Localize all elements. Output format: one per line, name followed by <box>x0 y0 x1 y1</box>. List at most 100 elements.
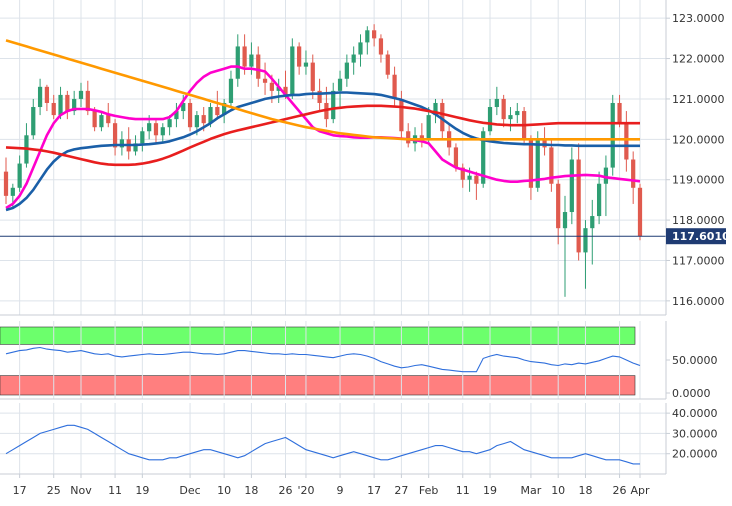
candle-body <box>58 94 63 116</box>
candle <box>392 66 397 108</box>
rsi-y-axis: 0.0000 50.0000 <box>666 354 718 400</box>
candle-body <box>515 111 520 116</box>
candle-body <box>106 115 111 124</box>
candle-body <box>262 78 268 83</box>
candle-body <box>215 107 220 116</box>
candle-body <box>487 107 493 132</box>
main-y-tick-label: 120.0000 <box>672 133 725 146</box>
candle-body <box>596 183 602 217</box>
candle <box>378 34 384 63</box>
candle <box>167 115 172 136</box>
candle <box>351 46 356 75</box>
candle-body <box>372 30 377 39</box>
candle <box>549 139 554 192</box>
candle <box>535 131 540 192</box>
x-tick-label: 26 <box>279 484 293 497</box>
candle-body <box>72 98 77 112</box>
candle-body <box>256 54 261 79</box>
candle-body <box>426 115 431 140</box>
candle-body <box>556 183 561 229</box>
moving-average-line <box>5 65 641 210</box>
candle-body <box>92 111 97 128</box>
x-axis: 17 25 Nov 11 19 Dec 10 18 26 '20 9 17 27 Feb 11 19 Mar 10… <box>13 474 650 497</box>
main-y-axis: 116.0000 117.0000 118.0000 119.0000 120.0000… <box>666 12 725 308</box>
candle-body <box>276 86 281 91</box>
x-tick-label: 11 <box>456 484 470 497</box>
candle-body <box>467 175 472 180</box>
main-y-tick-label: 119.0000 <box>672 174 725 187</box>
candle <box>637 183 643 241</box>
candle <box>590 199 595 265</box>
moving-average-line <box>5 39 640 141</box>
candle-body <box>399 98 404 132</box>
candle-body <box>528 139 534 188</box>
x-tick-label: 10 <box>217 484 231 497</box>
candle <box>187 98 193 132</box>
main-y-tick-label: 117.0000 <box>672 254 725 267</box>
candle-body <box>562 212 568 229</box>
candle <box>617 94 622 128</box>
candle-body <box>624 123 629 160</box>
candle <box>44 84 50 112</box>
candle <box>262 62 268 95</box>
rsi-grid <box>19 321 641 399</box>
x-tick-label: 11 <box>108 484 122 497</box>
candle <box>583 220 588 289</box>
candle-body <box>147 123 152 132</box>
main-plot-area <box>0 0 666 315</box>
moving-averages <box>5 39 641 212</box>
candle <box>297 42 302 75</box>
x-tick-label: Mar <box>521 484 542 497</box>
candle <box>235 34 240 87</box>
main-y-tick-label: 122.0000 <box>672 53 725 66</box>
candle <box>528 135 534 200</box>
candle-body <box>365 30 370 43</box>
candle-body <box>303 62 309 67</box>
candle-body <box>10 187 15 196</box>
volatility-y-tick-label: 20.0000 <box>672 448 718 461</box>
candle-body <box>344 62 349 79</box>
rsi-oversold-zone <box>0 375 636 396</box>
candle-body <box>140 131 145 144</box>
candle <box>494 86 499 116</box>
candle <box>576 143 581 261</box>
candle-body <box>194 115 199 128</box>
candle <box>65 90 70 120</box>
candle-body <box>249 54 254 67</box>
candle <box>358 34 363 67</box>
candle-body <box>119 139 125 148</box>
candle <box>562 195 568 297</box>
candle-body <box>17 163 22 188</box>
candle-body <box>269 82 274 91</box>
candle-body <box>481 131 486 184</box>
candle <box>51 94 56 120</box>
candle-body <box>174 111 179 120</box>
candle <box>160 123 165 144</box>
candle-body <box>569 159 574 213</box>
candle <box>406 123 411 148</box>
candle <box>385 50 390 79</box>
candle <box>487 98 493 136</box>
candle <box>603 155 609 217</box>
candle-body <box>51 102 56 116</box>
candle <box>276 78 281 103</box>
candle-body <box>351 54 356 63</box>
rsi-overbought-zone <box>0 326 636 345</box>
candle <box>3 157 9 204</box>
candle-body <box>358 42 363 55</box>
candle <box>37 78 43 116</box>
candle-body <box>290 46 295 95</box>
x-tick-label: 27 <box>394 484 408 497</box>
volatility-line <box>5 424 640 465</box>
volatility-grid <box>0 403 666 474</box>
candle-body <box>337 78 343 91</box>
candle <box>331 82 336 124</box>
candle-body <box>201 115 206 124</box>
candle-body <box>99 115 104 128</box>
volatility-y-tick-label: 30.0000 <box>672 427 718 440</box>
candle-body <box>583 228 588 253</box>
rsi-zones <box>0 326 636 396</box>
candle <box>215 90 220 120</box>
candle-body <box>331 90 336 120</box>
candle <box>256 46 261 87</box>
